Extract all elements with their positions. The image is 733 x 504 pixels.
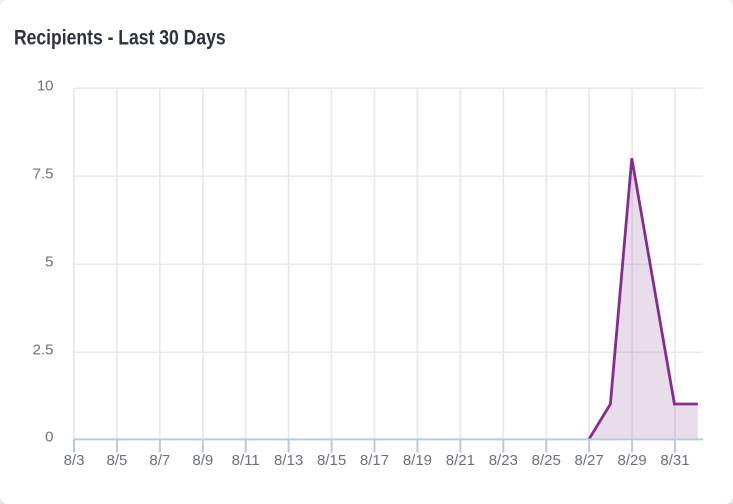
svg-text:8/19: 8/19: [403, 452, 432, 469]
svg-text:8/15: 8/15: [317, 452, 346, 469]
svg-text:8/25: 8/25: [532, 452, 561, 469]
svg-text:8/5: 8/5: [107, 452, 128, 469]
svg-text:8/23: 8/23: [489, 452, 518, 469]
svg-text:8/17: 8/17: [360, 452, 389, 469]
svg-text:8/9: 8/9: [192, 452, 213, 469]
svg-text:8/13: 8/13: [274, 452, 303, 469]
svg-text:8/31: 8/31: [660, 452, 689, 469]
svg-text:8/3: 8/3: [64, 452, 85, 469]
svg-text:8/29: 8/29: [617, 452, 646, 469]
svg-text:8/7: 8/7: [149, 452, 170, 469]
svg-text:5: 5: [45, 254, 53, 271]
svg-text:10: 10: [37, 77, 54, 94]
svg-text:0: 0: [45, 429, 53, 446]
svg-text:8/11: 8/11: [232, 452, 260, 469]
svg-text:Recipients - Last 30 Days: Recipients - Last 30 Days: [14, 27, 226, 50]
svg-text:7.5: 7.5: [33, 165, 54, 182]
svg-text:8/27: 8/27: [575, 452, 604, 469]
svg-text:8/21: 8/21: [446, 452, 475, 469]
svg-text:2.5: 2.5: [33, 342, 54, 359]
